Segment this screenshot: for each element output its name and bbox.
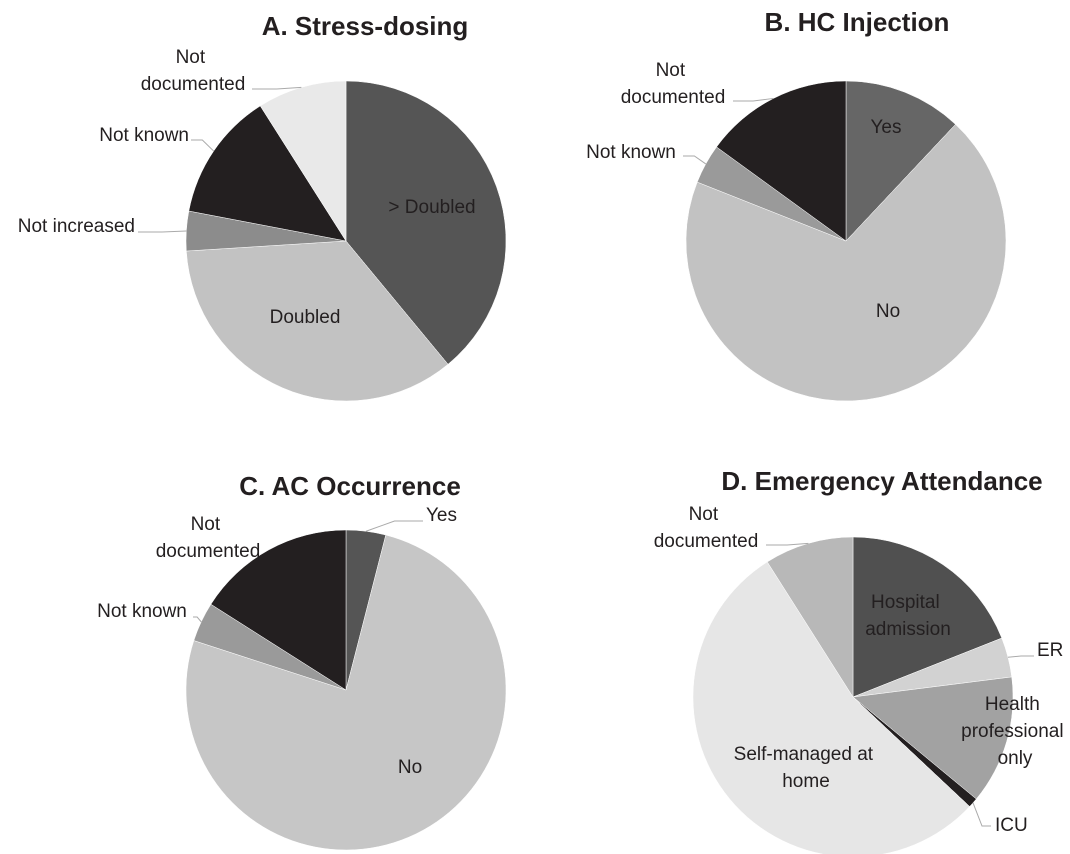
pie-slice <box>852 536 1003 698</box>
pie-slice <box>685 124 1007 402</box>
slice-label: Self-managed at home <box>734 744 879 792</box>
slice-label: No <box>876 301 900 322</box>
leader-line <box>733 97 774 102</box>
chart-title: C. AC Occurrence <box>239 471 461 501</box>
pie-slice <box>766 536 854 698</box>
label-line: Not <box>176 47 211 68</box>
pie-slice <box>259 80 347 242</box>
slice-label: ICU <box>995 815 1028 836</box>
pie-slice <box>852 676 1014 800</box>
label-line: Not <box>191 514 226 535</box>
slice-label: Not documented <box>654 504 759 552</box>
pie-slice <box>345 80 507 365</box>
leader-line <box>683 155 707 165</box>
label-line: Health <box>985 694 1045 715</box>
pie-slice <box>185 534 507 851</box>
label-line: documented <box>141 74 246 95</box>
chart-title: D. Emergency Attendance <box>721 466 1042 496</box>
leader-line <box>252 86 302 90</box>
pie-slice <box>716 80 847 242</box>
label-line: documented <box>156 541 261 562</box>
leader-line <box>193 616 202 623</box>
leader-line <box>138 230 187 233</box>
pie-chart: D. Emergency Attendance Hospital admissio… <box>654 466 1069 854</box>
slice-label: Health professional only <box>961 694 1069 769</box>
leader-line <box>1007 655 1034 658</box>
slice-label: Not known <box>586 142 676 163</box>
label-line: documented <box>621 87 726 108</box>
slice-label: > Doubled <box>388 197 475 218</box>
label-line: home <box>782 771 830 792</box>
label-line: Not <box>656 60 691 81</box>
slice-label: Not documented <box>156 514 261 562</box>
slice-label: Not known <box>97 601 187 622</box>
pie-chart: A. Stress-dosing > Doubled Doubled Not incr… <box>18 11 507 402</box>
slice-label: Doubled <box>270 307 341 328</box>
label-line: admission <box>865 619 951 640</box>
leader-line <box>972 802 991 827</box>
label-line: only <box>998 748 1033 769</box>
label-line: Hospital <box>871 592 945 613</box>
pie-slice <box>210 529 347 691</box>
pie-chart: B. HC Injection Yes No Not known Not documen… <box>586 7 1007 402</box>
label-line: documented <box>654 531 759 552</box>
slice-label: Not known <box>99 125 189 146</box>
leader-line <box>365 520 423 532</box>
label-line: Not <box>689 504 724 525</box>
chart-title: B. HC Injection <box>765 7 950 37</box>
leader-line <box>191 139 215 152</box>
leader-line <box>766 542 809 546</box>
slice-label: Not documented <box>621 60 726 108</box>
pie-chart: C. AC Occurrence Yes No Not known Not docume… <box>97 471 507 851</box>
label-line: professional <box>961 721 1069 742</box>
slice-label: Yes <box>426 505 457 526</box>
slice-label: Not documented <box>141 47 246 95</box>
pie-slice <box>845 80 956 242</box>
chart-title: A. Stress-dosing <box>262 11 469 41</box>
slice-label: No <box>398 757 422 778</box>
pie-slice <box>188 105 347 242</box>
slice-label: Yes <box>871 117 902 138</box>
slice-label: ER <box>1037 640 1063 661</box>
pie-slice <box>186 240 449 402</box>
label-line: Self-managed at <box>734 744 879 765</box>
slice-label: Hospital admission <box>865 592 951 640</box>
slice-label: Not increased <box>18 216 135 237</box>
pie-slice <box>692 561 970 854</box>
